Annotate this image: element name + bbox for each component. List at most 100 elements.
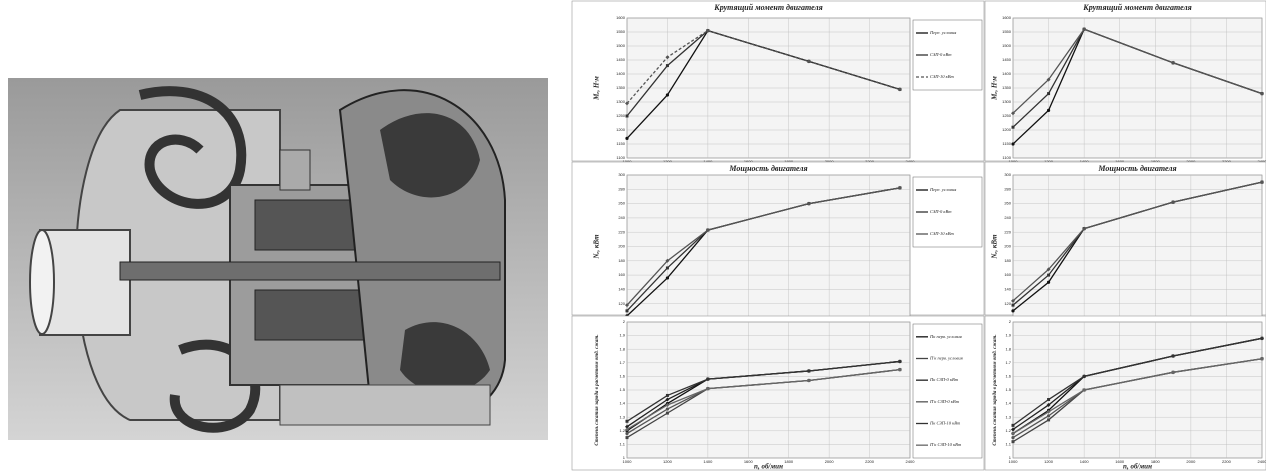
y-tick-label: 1.7 xyxy=(1005,360,1011,365)
x-tick-label: 1400 xyxy=(703,459,713,464)
turbocharger-render xyxy=(8,78,548,440)
y-tick-label: 1250 xyxy=(1002,113,1012,118)
point xyxy=(666,276,669,279)
point xyxy=(666,412,669,415)
point xyxy=(666,407,669,410)
y-tick-label: 1.4 xyxy=(1005,401,1011,406)
x-tick-label: 1800 xyxy=(784,459,794,464)
point xyxy=(625,432,628,435)
y-tick-label: 300 xyxy=(618,172,625,177)
x-tick-label: 2200 xyxy=(865,459,875,464)
x-tick-label: 2400 xyxy=(906,459,916,464)
point xyxy=(626,420,629,423)
x-tick-label: 2000 xyxy=(1186,459,1196,464)
point xyxy=(626,115,629,118)
legend-label: СЗП-0 кВт xyxy=(930,52,952,57)
y-tick-label: 1400 xyxy=(616,71,626,76)
point xyxy=(626,309,629,312)
y-axis-label: Степень сжатия заряда в расчетном отд. с… xyxy=(595,334,600,445)
y-tick-label: 1.5 xyxy=(619,387,625,392)
y-tick-label: 1200 xyxy=(616,127,626,132)
y-tick-label: 200 xyxy=(1004,244,1011,249)
y-tick-label: 1.5 xyxy=(1005,387,1011,392)
y-tick-label: 1550 xyxy=(616,29,626,34)
y-tick-label: 140 xyxy=(618,286,625,291)
y-tick-label: 180 xyxy=(618,258,625,263)
y-tick-label: 1150 xyxy=(616,141,625,146)
y-tick-label: 280 xyxy=(1004,186,1011,191)
y-tick-label: 1450 xyxy=(1002,57,1012,62)
y-tick-label: 160 xyxy=(618,272,625,277)
y-axis-label: Mₑ, Н·м xyxy=(991,76,999,101)
y-tick-label: 1400 xyxy=(1002,71,1012,76)
x-axis-label: n, об/мин xyxy=(754,463,783,471)
y-tick-label: 1.2 xyxy=(619,428,625,433)
y-tick-label: 1450 xyxy=(616,57,626,62)
point xyxy=(1083,375,1086,378)
point xyxy=(1012,440,1015,443)
y-tick-label: 1600 xyxy=(1002,15,1012,20)
point xyxy=(1011,436,1014,439)
y-tick-label: 1.1 xyxy=(1005,441,1011,446)
y-tick-label: 1.8 xyxy=(619,346,625,351)
y-tick-label: 120 xyxy=(1004,301,1011,306)
legend-label: Пк СЗП-0 кВт xyxy=(929,377,959,382)
point xyxy=(1047,418,1050,421)
y-tick-label: 1.3 xyxy=(1005,414,1011,419)
y-tick-label: 120 xyxy=(618,301,625,306)
y-tick-label: 280 xyxy=(618,186,625,191)
y-tick-label: 1350 xyxy=(616,85,626,90)
chart-title: Крутящий момент двигателя xyxy=(1082,3,1191,12)
y-tick-label: 260 xyxy=(1004,201,1011,206)
point xyxy=(706,378,709,381)
point xyxy=(1047,414,1050,417)
y-tick-label: 1.6 xyxy=(619,373,625,378)
legend-label: Пере. условия xyxy=(929,30,956,35)
y-tick-label: 1.4 xyxy=(619,401,625,406)
point xyxy=(1011,142,1014,145)
x-tick-label: 1200 xyxy=(663,459,673,464)
y-tick-label: 1300 xyxy=(616,99,626,104)
point xyxy=(666,394,669,397)
point xyxy=(1047,274,1050,277)
y-tick-label: 1.9 xyxy=(619,333,625,338)
point xyxy=(1012,304,1015,307)
chart-title: Мощность двигателя xyxy=(1097,164,1176,173)
legend-label: Пере. условия xyxy=(929,187,956,192)
legend-label: Пк СЗП-10 кВт xyxy=(929,421,961,426)
point xyxy=(1012,126,1015,129)
x-tick-label: 1200 xyxy=(1044,459,1054,464)
point xyxy=(807,369,810,372)
legend-label: П'к СЗП-10 кВт xyxy=(929,442,962,447)
y-tick-label: 1.9 xyxy=(1005,333,1011,338)
point xyxy=(1047,109,1050,112)
y-tick-label: 260 xyxy=(618,201,625,206)
y-tick-label: 1500 xyxy=(616,43,626,48)
legend-label: П'к СЗП-0 кВт xyxy=(929,399,960,404)
legend-label: П'к перв. условия xyxy=(929,356,963,361)
point xyxy=(1011,309,1014,312)
y-tick-label: 1.7 xyxy=(619,360,625,365)
point xyxy=(1047,398,1050,401)
point xyxy=(626,436,629,439)
legend-label: СЗП-10 кВт xyxy=(930,231,955,236)
y-tick-label: 1200 xyxy=(1002,127,1012,132)
figure: 1100115012001250130013501400145015001550… xyxy=(0,0,1266,471)
y-tick-label: 300 xyxy=(1004,172,1011,177)
point xyxy=(1047,281,1050,284)
y-tick-label: 220 xyxy=(1004,229,1011,234)
legend-box xyxy=(913,324,982,458)
y-tick-label: 1600 xyxy=(616,15,626,20)
y-tick-label: 1150 xyxy=(1002,141,1011,146)
point xyxy=(1047,92,1050,95)
x-tick-label: 1800 xyxy=(1151,459,1161,464)
x-tick-label: 1600 xyxy=(744,459,754,464)
y-tick-label: 1.1 xyxy=(619,441,625,446)
y-tick-label: 1250 xyxy=(616,113,626,118)
y-tick-label: 1.2 xyxy=(1005,428,1011,433)
point xyxy=(666,64,669,67)
y-tick-label: 1.6 xyxy=(1005,373,1011,378)
point xyxy=(1172,355,1175,358)
point xyxy=(1261,337,1264,340)
y-tick-label: 160 xyxy=(1004,272,1011,277)
